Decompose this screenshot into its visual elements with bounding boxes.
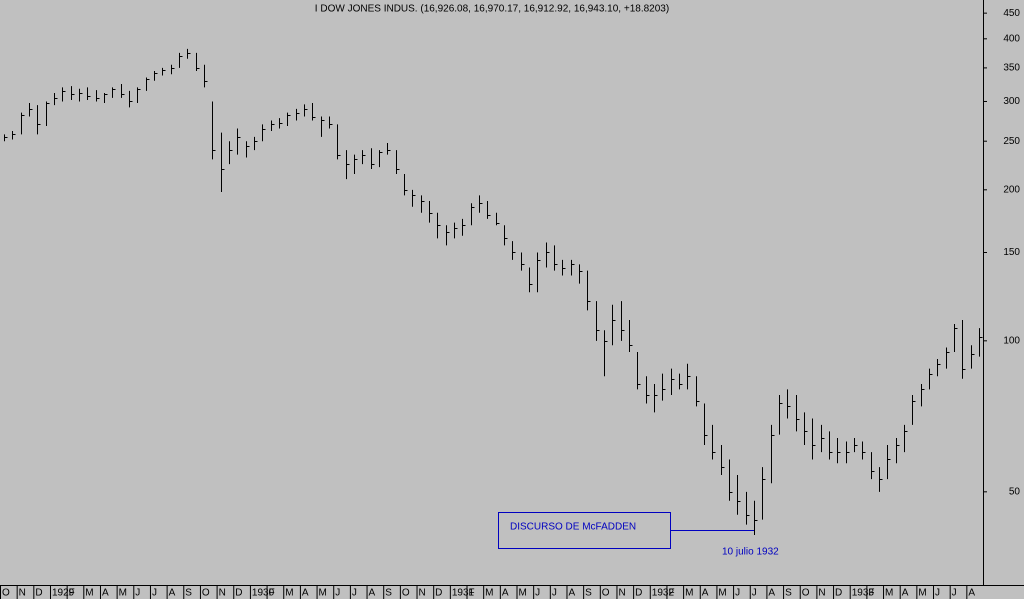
y-tick-label: 350 bbox=[1003, 63, 1020, 74]
x-tick-label: A bbox=[102, 588, 109, 599]
x-tick-label: J bbox=[335, 588, 340, 599]
x-tick-label: M bbox=[718, 588, 726, 599]
x-tick-label: S bbox=[385, 588, 392, 599]
x-tick-label: J bbox=[735, 588, 740, 599]
x-tick-label: J bbox=[552, 588, 557, 599]
y-tick-label: 150 bbox=[1003, 247, 1020, 258]
y-tick-label: 100 bbox=[1003, 335, 1020, 346]
x-tick-label: 1932 bbox=[652, 588, 675, 599]
x-tick-label: J bbox=[752, 588, 757, 599]
x-tick-label: J bbox=[535, 588, 540, 599]
x-tick-label: J bbox=[152, 588, 157, 599]
x-tick-label: J bbox=[935, 588, 940, 599]
x-tick-label: M bbox=[319, 588, 327, 599]
y-tick-label: 400 bbox=[1003, 33, 1020, 44]
x-tick-label: M bbox=[85, 588, 93, 599]
x-tick-label: J bbox=[952, 588, 957, 599]
x-tick-label: M bbox=[918, 588, 926, 599]
x-tick-label: O bbox=[802, 588, 810, 599]
x-tick-label: A bbox=[568, 588, 575, 599]
y-tick-label: 50 bbox=[1009, 486, 1021, 497]
x-tick-label: J bbox=[352, 588, 357, 599]
y-tick-label: 200 bbox=[1003, 184, 1020, 195]
x-tick-label: A bbox=[502, 588, 509, 599]
annotation-date: 10 julio 1932 bbox=[722, 547, 779, 558]
x-tick-label: N bbox=[19, 588, 26, 599]
annotation-text: DISCURSO DE McFADDEN bbox=[510, 522, 636, 533]
x-tick-label: N bbox=[618, 588, 625, 599]
x-tick-label: A bbox=[968, 588, 975, 599]
x-tick-label: O bbox=[202, 588, 210, 599]
x-tick-label: M bbox=[885, 588, 893, 599]
x-tick-label: M bbox=[685, 588, 693, 599]
x-tick-label: S bbox=[785, 588, 792, 599]
x-tick-label: S bbox=[185, 588, 192, 599]
x-tick-label: F bbox=[69, 588, 75, 599]
x-tick-label: 1930 bbox=[252, 588, 275, 599]
x-tick-label: D bbox=[435, 588, 442, 599]
x-tick-label: O bbox=[2, 588, 10, 599]
x-tick-label: M bbox=[518, 588, 526, 599]
annotation-box bbox=[498, 512, 671, 549]
x-tick-label: M bbox=[485, 588, 493, 599]
x-tick-label: 1929 bbox=[52, 588, 75, 599]
x-tick-label: A bbox=[302, 588, 309, 599]
y-tick-label: 300 bbox=[1003, 96, 1020, 107]
x-tick-label: F bbox=[269, 588, 275, 599]
x-tick-label: F bbox=[469, 588, 475, 599]
chart-title: I DOW JONES INDUS. (16,926.08, 16,970.17… bbox=[315, 4, 669, 15]
x-tick-label: N bbox=[419, 588, 426, 599]
x-tick-label: F bbox=[668, 588, 674, 599]
x-tick-label: F bbox=[868, 588, 874, 599]
x-tick-label: 1933 bbox=[852, 588, 875, 599]
x-tick-label: O bbox=[602, 588, 610, 599]
x-tick-label: A bbox=[702, 588, 709, 599]
x-tick-label: J bbox=[135, 588, 140, 599]
x-tick-label: M bbox=[285, 588, 293, 599]
x-tick-label: M bbox=[119, 588, 127, 599]
y-tick-label: 250 bbox=[1003, 136, 1020, 147]
x-tick-label: D bbox=[635, 588, 642, 599]
x-tick-label: D bbox=[35, 588, 42, 599]
x-tick-label: A bbox=[768, 588, 775, 599]
x-tick-label: A bbox=[369, 588, 376, 599]
x-tick-label: S bbox=[585, 588, 592, 599]
x-tick-label: O bbox=[402, 588, 410, 599]
x-tick-label: A bbox=[902, 588, 909, 599]
x-tick-label: 1931 bbox=[452, 588, 475, 599]
x-tick-label: D bbox=[235, 588, 242, 599]
x-tick-label: N bbox=[818, 588, 825, 599]
x-tick-label: N bbox=[219, 588, 226, 599]
x-tick-label: D bbox=[835, 588, 842, 599]
x-tick-label: A bbox=[169, 588, 176, 599]
y-tick-label: 450 bbox=[1003, 8, 1020, 19]
